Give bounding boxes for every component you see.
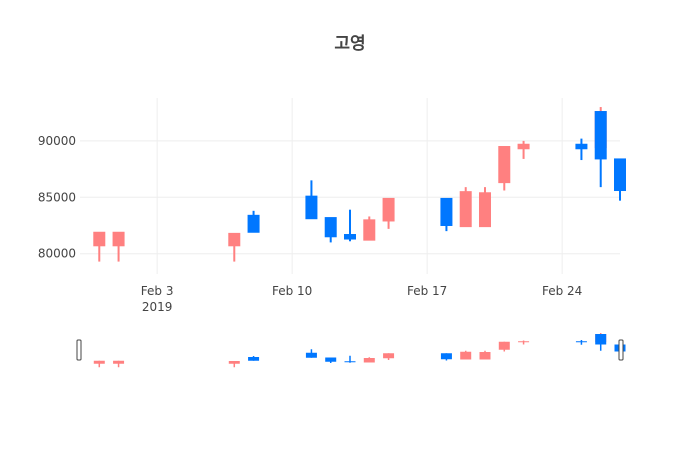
x-tick-label: Feb 17 xyxy=(407,284,447,298)
slider-candle-body xyxy=(383,353,395,359)
candle-increasing xyxy=(324,217,337,243)
slider-candle xyxy=(479,350,491,360)
y-tick-label: 85000 xyxy=(38,190,76,204)
candle-body xyxy=(228,232,241,247)
slider-candle xyxy=(344,355,356,363)
slider-candle-body xyxy=(325,357,337,362)
candle-body xyxy=(324,217,337,238)
slider-candle-body xyxy=(93,360,105,364)
candle-body xyxy=(479,192,491,228)
slider-candle-body xyxy=(305,352,317,358)
candle-body xyxy=(498,146,511,184)
axis-layer: 80000 85000 90000 Feb 3 2019 Feb 10 Feb 17 Feb … xyxy=(38,134,583,314)
candle-body xyxy=(363,219,376,241)
candle-body xyxy=(344,234,356,240)
candle-increasing xyxy=(440,197,453,232)
slider-candle-body xyxy=(113,360,125,364)
candle-decreasing xyxy=(112,231,125,262)
slider-candle xyxy=(228,361,240,368)
slider-candle-body xyxy=(228,361,240,364)
candle-decreasing xyxy=(498,146,511,191)
grid-layer xyxy=(80,98,620,274)
candle-body xyxy=(247,214,260,233)
slider-candle xyxy=(93,360,105,368)
candle-decreasing xyxy=(363,216,376,241)
range-slider-left-handle[interactable] xyxy=(76,339,82,361)
slider-candle-body xyxy=(248,357,260,361)
candle-body xyxy=(517,143,530,150)
slider-candle-body xyxy=(498,341,510,350)
slider-candle-body xyxy=(344,361,356,363)
range-slider-right-handle[interactable] xyxy=(618,339,624,361)
x-tick-label: Feb 3 xyxy=(141,284,174,298)
candle-body xyxy=(305,195,318,220)
slider-candle xyxy=(325,357,337,363)
candle-body xyxy=(575,143,588,150)
slider-candle xyxy=(498,341,510,352)
y-tick-label: 90000 xyxy=(38,134,76,148)
candle-body xyxy=(440,197,453,226)
slider-candle xyxy=(248,356,260,361)
candle-body xyxy=(112,231,125,247)
candle-decreasing xyxy=(517,140,530,159)
slider-candle xyxy=(460,350,472,360)
candle-decreasing xyxy=(382,197,395,229)
candle-increasing xyxy=(344,209,356,242)
candle-increasing xyxy=(614,158,626,201)
slider-candle-body xyxy=(460,351,472,360)
candle-increasing xyxy=(594,111,607,188)
candle-increasing xyxy=(247,210,260,233)
slider-candle-body xyxy=(363,358,375,363)
candle-body xyxy=(594,111,607,160)
slider-candle xyxy=(575,340,587,345)
slider-candle xyxy=(383,353,395,360)
candle-body xyxy=(459,191,472,228)
slider-candle xyxy=(440,353,452,361)
slider-candle-body xyxy=(479,352,491,360)
candle-layer xyxy=(93,107,626,262)
candle-body xyxy=(93,231,106,247)
candle-decreasing xyxy=(479,187,491,228)
candle-increasing xyxy=(575,138,588,161)
slider-candle-body xyxy=(518,341,530,343)
x-tick-sublabel: 2019 xyxy=(142,300,173,314)
candle-decreasing xyxy=(228,232,241,262)
slider-candle-body xyxy=(440,353,452,360)
x-tick-label: Feb 10 xyxy=(272,284,312,298)
slider-candle xyxy=(363,357,375,363)
slider-candle-body xyxy=(575,341,587,343)
slider-candle xyxy=(595,334,607,351)
range-slider[interactable] xyxy=(76,333,626,368)
candle-body xyxy=(614,158,626,192)
slider-candle xyxy=(518,340,530,345)
chart-title: 고영 xyxy=(334,34,365,54)
slider-candle-body xyxy=(595,334,607,345)
candle-increasing xyxy=(305,180,318,220)
candle-decreasing xyxy=(459,187,472,228)
x-tick-label: Feb 24 xyxy=(542,284,582,298)
candle-body xyxy=(382,197,395,222)
slider-candle xyxy=(113,360,125,368)
candle-decreasing xyxy=(93,231,106,262)
slider-candle xyxy=(305,349,317,358)
y-tick-label: 80000 xyxy=(38,247,76,261)
